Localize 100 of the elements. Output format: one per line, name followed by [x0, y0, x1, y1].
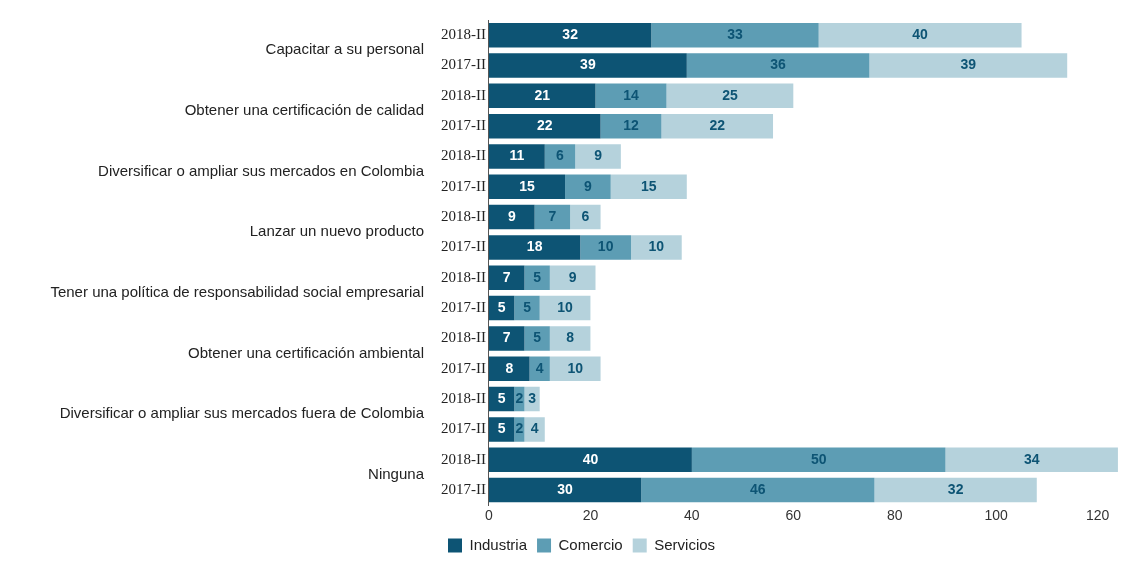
y-tick-label: 2018-II [440, 208, 486, 225]
bar [661, 113, 774, 139]
data-label: 46 [750, 480, 766, 497]
data-label: 22 [709, 117, 726, 133]
y-tick-label: 2017-II [440, 299, 486, 316]
y-tick-label: 2017-II [440, 238, 486, 255]
data-label: 5 [497, 420, 506, 437]
data-label: 6 [556, 147, 565, 164]
bar [488, 477, 642, 503]
data-label: 3 [528, 389, 537, 406]
data-label: 34 [1023, 450, 1040, 467]
bar [534, 204, 571, 230]
bar [610, 174, 687, 200]
bar [945, 447, 1118, 472]
bar [549, 265, 596, 291]
bar [575, 144, 621, 169]
bar [651, 22, 819, 48]
data-label: 22 [536, 117, 553, 133]
legend-label: Comercio [558, 535, 623, 553]
bar [544, 144, 576, 169]
data-label: 7 [502, 268, 511, 285]
x-tick-label: 100 [984, 507, 1009, 524]
data-label: 8 [505, 359, 514, 376]
y-tick-label: 2017-II [440, 56, 486, 73]
data-label: 25 [722, 86, 738, 103]
bar [488, 356, 530, 381]
data-label: 9 [568, 268, 577, 285]
bar [818, 22, 1022, 48]
data-label: 14 [623, 86, 639, 103]
bar [570, 204, 601, 230]
bar [641, 477, 875, 503]
data-label: 50 [810, 450, 827, 467]
x-tick-label: 80 [886, 507, 903, 524]
bar [524, 265, 550, 291]
bar [869, 53, 1068, 78]
bar [488, 53, 687, 78]
bar [524, 417, 545, 442]
data-label: 5 [523, 298, 532, 315]
data-label: 6 [581, 207, 590, 224]
bar [580, 235, 632, 260]
x-tick-label: 120 [1085, 507, 1110, 524]
bar [488, 417, 515, 442]
data-label: 39 [580, 56, 596, 73]
data-label: 7 [502, 329, 511, 346]
y-tick-label: 2018-II [440, 329, 486, 346]
text: Tener una política de responsabilidad social empresarial [50, 283, 424, 301]
y-tick-label: 2018-II [440, 86, 486, 103]
data-label: 33 [727, 26, 743, 43]
bar [549, 356, 601, 381]
text: Capacitar a su personal [265, 40, 424, 58]
data-label: 21 [534, 86, 551, 103]
data-label: 39 [960, 56, 977, 73]
text: Ninguna [368, 465, 425, 483]
data-label: 2 [515, 420, 524, 437]
bar [514, 295, 540, 321]
text: Obtener una certificación de calidad [184, 101, 424, 119]
data-label: 8 [566, 329, 575, 346]
bar [488, 204, 535, 230]
bar [631, 235, 682, 260]
bar [488, 144, 545, 169]
data-label: 32 [562, 26, 579, 43]
data-label: 36 [770, 56, 787, 73]
x-tick-label: 60 [785, 507, 802, 524]
y-tick-label: 2017-II [440, 177, 486, 194]
bar [488, 113, 601, 139]
data-label: 30 [557, 480, 574, 497]
bar [488, 447, 692, 472]
y-tick-label: 2017-II [440, 420, 486, 437]
bar [488, 326, 525, 351]
bar [488, 174, 566, 200]
x-tick-label: 0 [485, 507, 494, 524]
bar [565, 174, 611, 200]
data-label: 32 [947, 480, 964, 497]
data-label: 5 [533, 329, 542, 346]
data-label: 10 [648, 238, 665, 255]
data-label: 10 [597, 238, 614, 255]
text: Obtener una certificación ambiental [188, 343, 424, 361]
data-label: 40 [582, 450, 599, 467]
data-label: 40 [912, 26, 929, 43]
x-tick-label: 40 [684, 507, 700, 524]
data-label: 9 [594, 147, 603, 164]
data-label: 5 [497, 298, 506, 315]
bar [600, 113, 662, 139]
bar [488, 22, 652, 48]
bar [488, 235, 581, 260]
data-label: 12 [623, 117, 639, 133]
data-label: 9 [507, 207, 516, 224]
data-label: 10 [567, 359, 584, 376]
y-tick-label: 2017-II [440, 117, 486, 134]
y-tick-label: 2018-II [440, 26, 486, 43]
data-label: 15 [640, 177, 657, 194]
y-tick-label: 2017-II [440, 359, 486, 376]
data-label: 15 [519, 177, 536, 194]
data-label: 9 [583, 177, 592, 194]
y-tick-label: 2018-II [440, 390, 486, 406]
data-label: 5 [497, 389, 506, 406]
y-tick-label: 2018-II [440, 268, 486, 285]
y-tick-label: 2018-II [440, 147, 486, 164]
bar [524, 326, 550, 351]
data-label: 2 [515, 389, 524, 406]
